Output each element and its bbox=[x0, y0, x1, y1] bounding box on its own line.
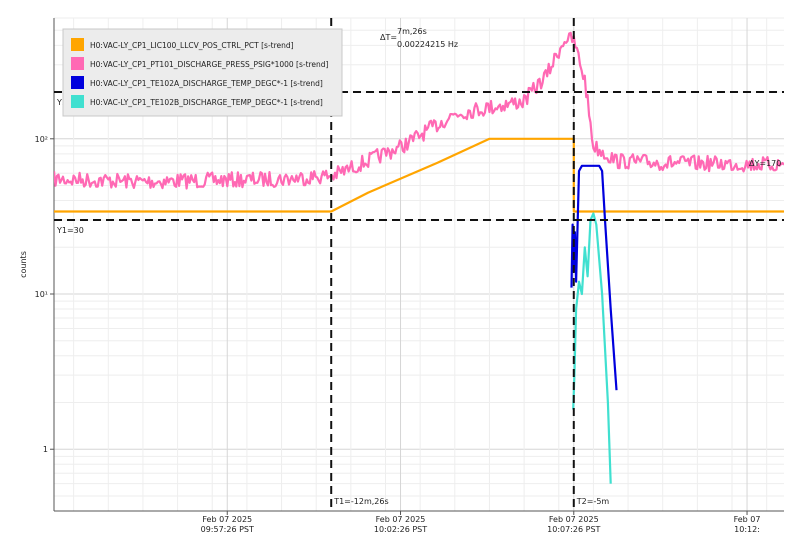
delta-y-label: ΔY=170 bbox=[749, 159, 781, 168]
legend-swatch bbox=[71, 95, 84, 108]
cursor-horizontal-label: Y1=30 bbox=[56, 226, 84, 235]
legend-label: H0:VAC-LY_CP1_TE102A_DISCHARGE_TEMP_DEGC… bbox=[90, 79, 323, 88]
x-tick-label: 10:12: bbox=[734, 525, 760, 534]
legend-label: H0:VAC-LY_CP1_PT101_DISCHARGE_PRESS_PSIG… bbox=[90, 60, 329, 69]
cursor-vertical-label: T1=-12m,26s bbox=[333, 497, 388, 506]
legend-swatch bbox=[71, 38, 84, 51]
legend-box bbox=[62, 28, 343, 117]
cursor-vertical-label: T2=-5m bbox=[576, 497, 610, 506]
series-line-2 bbox=[54, 31, 784, 190]
delta-t-value: 7m,26s bbox=[397, 27, 427, 36]
legend-swatch bbox=[71, 76, 84, 89]
y-tick-label: 10² bbox=[35, 135, 48, 144]
legend-label: H0:VAC-LY_CP1_TE102B_DISCHARGE_TEMP_DEGC… bbox=[90, 98, 323, 107]
y-tick-label: 10¹ bbox=[35, 290, 48, 299]
series-line-3 bbox=[570, 164, 618, 391]
series-line-1 bbox=[54, 137, 784, 213]
x-tick-label: 10:07:26 PST bbox=[547, 525, 600, 534]
x-tick-label: Feb 07 2025 bbox=[549, 515, 599, 524]
legend-swatch bbox=[71, 57, 84, 70]
series-line-4 bbox=[572, 212, 612, 484]
x-tick-label: Feb 07 2025 bbox=[202, 515, 252, 524]
x-tick-label: Feb 07 2025 bbox=[376, 515, 426, 524]
x-tick-label: 10:02:26 PST bbox=[374, 525, 427, 534]
legend-label: H0:VAC-LY_CP1_LIC100_LLCV_POS_CTRL_PCT [… bbox=[90, 41, 294, 50]
y-axis-label: counts bbox=[19, 251, 28, 278]
x-tick-label: Feb 07 bbox=[734, 515, 761, 524]
y-tick-label: 1 bbox=[43, 445, 48, 454]
delta-t-label: ΔT= bbox=[380, 33, 397, 42]
delta-t-frequency: 0.00224215 Hz bbox=[397, 40, 458, 49]
x-tick-label: 09:57:26 PST bbox=[201, 525, 254, 534]
